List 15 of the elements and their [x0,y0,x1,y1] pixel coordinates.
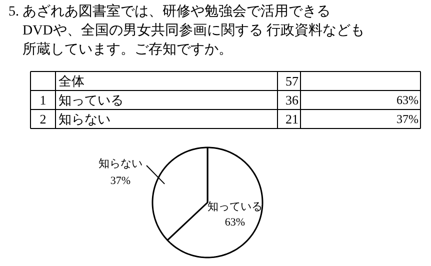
slice-label: 知っている [208,200,262,213]
category-label: 知らない [58,112,110,126]
data-label: 63% [224,216,246,228]
text: 37% [396,112,419,126]
text: 1 [40,92,46,108]
text: 全体 [58,74,84,88]
text: 63% [396,93,419,107]
category-label: 知っている [58,92,124,108]
chart-title: 5. あざれあ図書室では、研修や勉強会で活用できるDVDや、全国の男女共同参画に関する 行政資料なども所蔵しています。ご存知ですか。 [8,4,364,58]
slice-label: 知らない [98,158,142,170]
data-label: 37% [110,174,131,187]
text: 21 [286,112,298,126]
text: 36 [286,92,299,108]
text: 2 [40,112,46,126]
text: 57 [286,74,299,88]
